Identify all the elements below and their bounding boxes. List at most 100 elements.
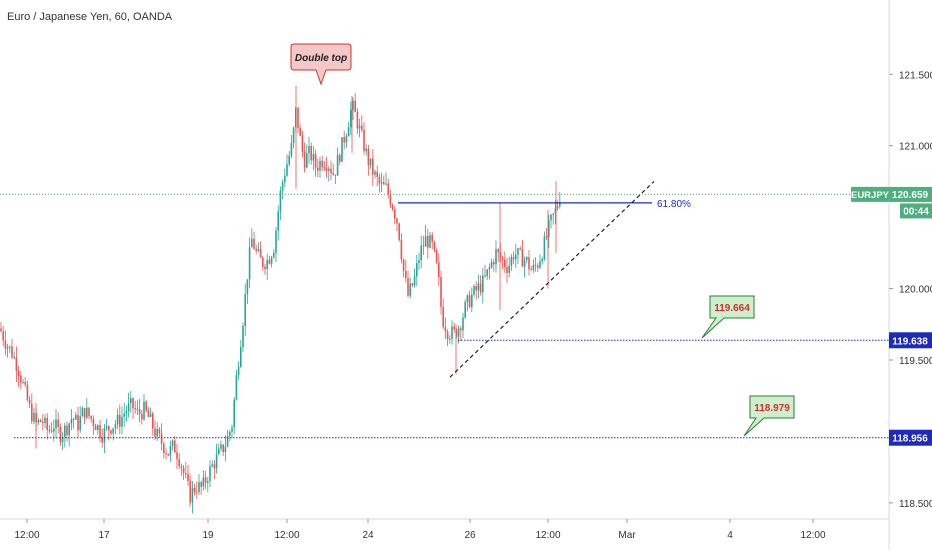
candle-body xyxy=(435,249,438,263)
candle-body xyxy=(251,238,253,248)
candle-body xyxy=(376,171,378,177)
candle-body xyxy=(83,408,86,418)
candle-body xyxy=(482,275,484,293)
candle-body xyxy=(204,477,207,483)
candle-body xyxy=(105,426,108,428)
symbol-tag xyxy=(851,186,889,202)
symbol-tag-label: EURJPY xyxy=(851,190,890,201)
time-tick-label: 12:00 xyxy=(535,530,560,541)
candle-body xyxy=(534,264,537,266)
candle-body xyxy=(330,168,332,174)
candle-body xyxy=(332,173,334,175)
double-top-callout[interactable]: Double top xyxy=(290,43,352,86)
candle-body xyxy=(288,155,290,165)
time-tick-label: 24 xyxy=(362,530,374,541)
fib-level[interactable]: 61.80% xyxy=(398,199,691,210)
candle-body xyxy=(211,464,213,467)
candle-body xyxy=(336,155,339,176)
candle-body xyxy=(411,283,414,286)
candle-body xyxy=(303,151,306,168)
candle-body xyxy=(473,286,475,295)
candle-body xyxy=(427,235,429,248)
candle-body xyxy=(0,328,2,332)
candle-body xyxy=(81,408,84,417)
candle-body xyxy=(367,148,370,166)
candle-body xyxy=(453,326,455,330)
candle-body xyxy=(292,127,295,144)
candle-body xyxy=(468,295,471,308)
price-tick-label: 119.500 xyxy=(899,356,932,367)
candle-body xyxy=(163,443,165,453)
candle-body xyxy=(347,127,350,137)
price-axis[interactable]: 121.500 121.000 120.000 119.500 118.500 xyxy=(888,0,932,550)
candle-body xyxy=(508,265,510,273)
candle-body xyxy=(515,254,517,260)
candle-body xyxy=(149,413,152,417)
candle-body xyxy=(334,174,337,176)
candle-body xyxy=(28,399,31,404)
candle-body xyxy=(526,257,528,260)
candle-body xyxy=(209,466,211,482)
time-tick-label: 4 xyxy=(727,530,733,541)
time-axis[interactable]: 12:00 17 19 12:00 24 26 12:00 Mar 4 12:00 xyxy=(0,518,889,541)
candle-body xyxy=(59,427,62,443)
time-tick-label: Mar xyxy=(618,530,636,541)
candle-body xyxy=(79,416,81,431)
time-tick-label: 26 xyxy=(464,530,476,541)
candle-body xyxy=(539,261,541,268)
candle-body xyxy=(501,258,504,260)
candle-body xyxy=(394,209,396,219)
candle-body xyxy=(114,424,117,429)
candle-body xyxy=(202,477,205,487)
chart-title: Euro / Japanese Yen, 60, OANDA xyxy=(7,11,173,23)
candle-body xyxy=(121,416,123,427)
candle-body xyxy=(455,329,458,337)
price-tags: EURJPY 120.659 00:44 xyxy=(851,186,932,219)
bar-timer-label: 00:44 xyxy=(903,206,929,217)
candle-body xyxy=(490,262,493,268)
candle-body xyxy=(13,357,15,359)
candle-body xyxy=(552,213,554,215)
candle-body xyxy=(248,247,251,280)
candle-body xyxy=(385,183,387,185)
time-tick-label: 12:00 xyxy=(14,530,39,541)
candle-body xyxy=(358,125,361,129)
candle-body xyxy=(42,421,44,424)
close-price-label: 120.659 xyxy=(892,190,929,201)
level-callout-bubble[interactable] xyxy=(701,295,755,339)
candle-body xyxy=(495,249,497,265)
candle-body xyxy=(528,257,530,270)
candle-body xyxy=(68,423,70,436)
trendline[interactable] xyxy=(449,180,655,378)
candle-body xyxy=(475,286,477,291)
candle-body xyxy=(319,160,321,171)
candle-body xyxy=(559,201,561,207)
candle-body xyxy=(253,238,255,249)
candle-body xyxy=(127,403,130,412)
candle-body xyxy=(103,427,106,443)
candle-body xyxy=(224,446,227,452)
candle-body xyxy=(2,331,4,341)
candle-body xyxy=(413,276,416,286)
candle-body xyxy=(147,410,150,417)
level-callouts[interactable]: 119.664 118.979 xyxy=(701,295,795,437)
candle-body xyxy=(323,167,326,169)
candle-body xyxy=(541,258,543,262)
candle-body xyxy=(497,249,499,253)
support-levels[interactable]: 119.638 118.956 xyxy=(14,332,932,446)
candle-body xyxy=(270,257,273,264)
candle-body xyxy=(361,125,363,130)
candle-body xyxy=(152,413,154,429)
bar-timer-tag xyxy=(900,203,932,219)
time-tick-label: 17 xyxy=(98,530,110,541)
candle-body xyxy=(154,428,156,437)
candle-body xyxy=(554,208,557,214)
candle-body xyxy=(200,482,202,487)
callout-text: Double top xyxy=(295,53,347,64)
level-callout-bubble[interactable] xyxy=(743,395,795,437)
candle-body xyxy=(374,171,376,175)
candle-body xyxy=(75,414,77,420)
candle-body xyxy=(405,270,407,279)
